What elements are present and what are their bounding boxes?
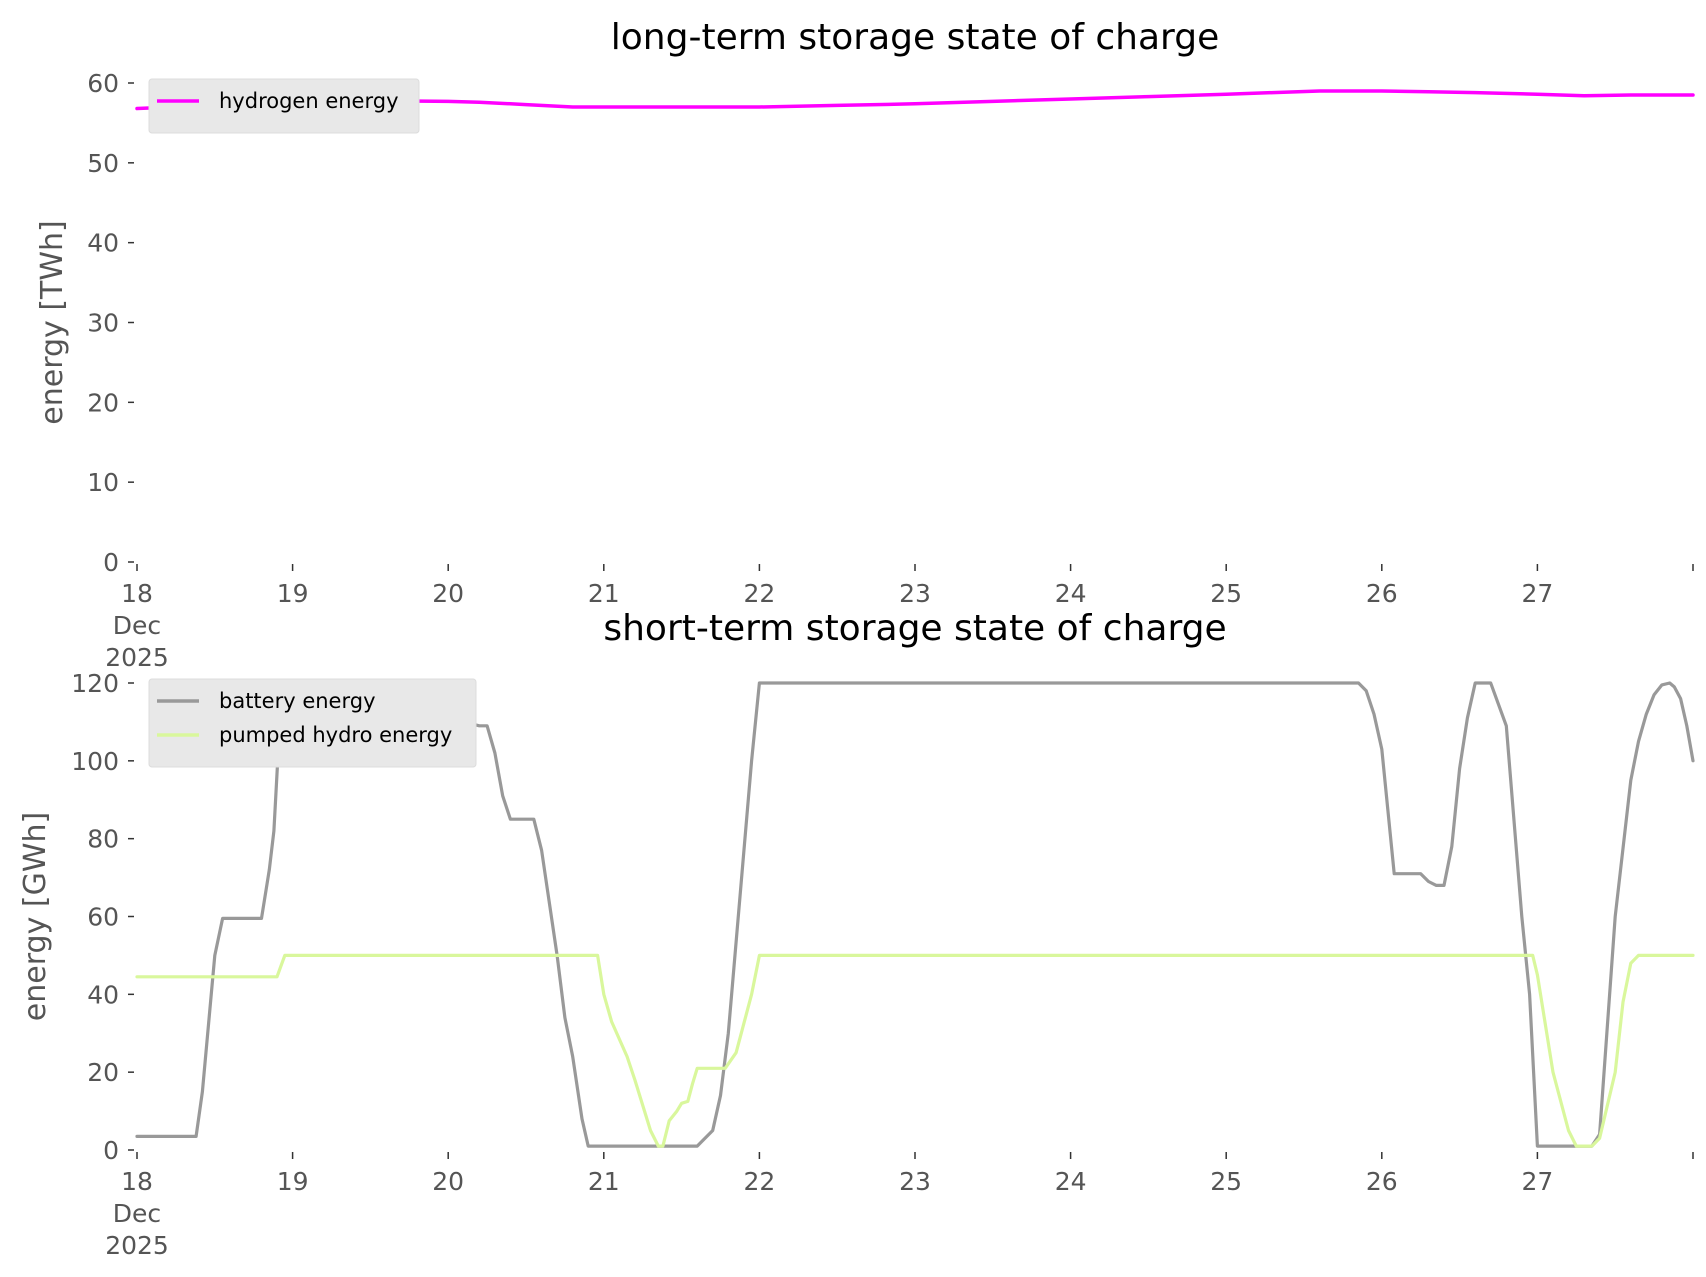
x-tick-label: 20 bbox=[432, 579, 464, 608]
x-tick-label: 26 bbox=[1366, 1167, 1398, 1196]
x-tick-label: 27 bbox=[1521, 1167, 1553, 1196]
y-tick-label: 10 bbox=[87, 468, 119, 497]
legend-label: pumped hydro energy bbox=[219, 723, 452, 747]
y-tick-label: 30 bbox=[87, 309, 119, 338]
x-tick-label: 18 bbox=[121, 1167, 153, 1196]
x-tick-sublabel: 2025 bbox=[105, 643, 169, 672]
y-tick-label: 120 bbox=[71, 669, 119, 698]
legend-box bbox=[148, 678, 477, 768]
y-tick-label: 40 bbox=[87, 229, 119, 258]
series-line-pumped-hydro-energy bbox=[135, 953, 1695, 1148]
x-tick-label: 22 bbox=[743, 579, 775, 608]
legend-label: hydrogen energy bbox=[219, 89, 399, 113]
x-tick-label: 19 bbox=[277, 1167, 309, 1196]
x-tick-sublabel: 2025 bbox=[105, 1231, 169, 1260]
x-tick-label: 26 bbox=[1366, 579, 1398, 608]
x-tick-label: 25 bbox=[1210, 1167, 1242, 1196]
chart-title: long-term storage state of charge bbox=[611, 17, 1219, 58]
y-axis-label: energy [TWh] bbox=[35, 220, 70, 424]
x-tick-label: 21 bbox=[588, 1167, 620, 1196]
x-tick-label: 24 bbox=[1055, 579, 1087, 608]
x-tick-label: 22 bbox=[743, 1167, 775, 1196]
y-tick-label: 80 bbox=[87, 825, 119, 854]
x-tick-label: 21 bbox=[588, 579, 620, 608]
legend-label: battery energy bbox=[219, 689, 376, 713]
x-tick-sublabel: Dec bbox=[113, 611, 161, 640]
legend-box bbox=[148, 78, 420, 134]
x-tick-label: 25 bbox=[1210, 579, 1242, 608]
y-tick-label: 50 bbox=[87, 149, 119, 178]
y-tick-label: 40 bbox=[87, 980, 119, 1009]
chart-title: short-term storage state of charge bbox=[603, 608, 1226, 649]
y-tick-label: 100 bbox=[71, 747, 119, 776]
x-tick-label: 19 bbox=[277, 579, 309, 608]
series-line-hydrogen-energy bbox=[135, 89, 1695, 111]
long-term-storage-chart: long-term storage state of charge energy … bbox=[35, 17, 1695, 672]
y-tick-label: 0 bbox=[103, 1136, 119, 1165]
y-axis-label: energy [GWh] bbox=[18, 812, 53, 1021]
x-tick-label: 18 bbox=[121, 579, 153, 608]
x-tick-sublabel: Dec bbox=[113, 1199, 161, 1228]
x-tick-label: 23 bbox=[899, 579, 931, 608]
y-tick-label: 60 bbox=[87, 903, 119, 932]
y-tick-label: 20 bbox=[87, 1058, 119, 1087]
y-tick-label: 20 bbox=[87, 388, 119, 417]
short-term-storage-chart: short-term storage state of charge energy… bbox=[18, 608, 1695, 1260]
y-tick-label: 0 bbox=[103, 548, 119, 577]
x-tick-label: 27 bbox=[1521, 579, 1553, 608]
x-tick-label: 20 bbox=[432, 1167, 464, 1196]
x-tick-label: 23 bbox=[899, 1167, 931, 1196]
x-tick-label: 24 bbox=[1055, 1167, 1087, 1196]
y-tick-label: 60 bbox=[87, 69, 119, 98]
